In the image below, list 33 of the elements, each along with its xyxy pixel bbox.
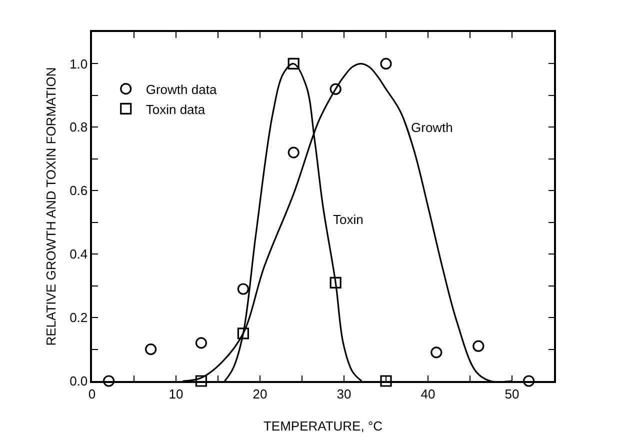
y-tick-label: 1.0 xyxy=(70,56,88,72)
point xyxy=(288,146,300,158)
annotation: Growth xyxy=(411,120,453,135)
point xyxy=(145,343,157,356)
legend-label: Toxin data xyxy=(146,102,206,117)
point xyxy=(288,58,300,70)
y-tick-label: 0.4 xyxy=(70,246,88,262)
point xyxy=(195,375,207,387)
point xyxy=(380,375,392,387)
point xyxy=(103,375,115,387)
x-tick-label: 20 xyxy=(252,386,268,402)
point xyxy=(380,58,392,70)
y-tick-label: 0.6 xyxy=(70,183,88,198)
legend-label: Growth data xyxy=(146,82,218,97)
y-tick-label: 0.0 xyxy=(70,374,88,389)
point xyxy=(330,83,342,95)
x-tick-label: 0 xyxy=(88,386,96,402)
annotation: Toxin xyxy=(333,212,364,227)
point xyxy=(330,276,342,288)
y-tick-label: 0.2 xyxy=(70,310,88,326)
point xyxy=(237,328,249,340)
point xyxy=(195,337,207,349)
y-tick-label: 0.8 xyxy=(70,120,88,135)
point xyxy=(237,283,249,295)
point xyxy=(472,340,484,352)
x-axis-title: TEMPERATURE, °C xyxy=(263,418,383,434)
point xyxy=(523,375,535,387)
y-axis-title: RELATIVE GROWTH AND TOXIN FORMATION xyxy=(44,67,58,346)
x-tick-label: 30 xyxy=(336,386,352,402)
point xyxy=(430,346,442,358)
x-tick-label: 10 xyxy=(168,386,184,402)
x-tick-label: 50 xyxy=(504,386,520,402)
x-tick-label: 40 xyxy=(420,386,436,402)
